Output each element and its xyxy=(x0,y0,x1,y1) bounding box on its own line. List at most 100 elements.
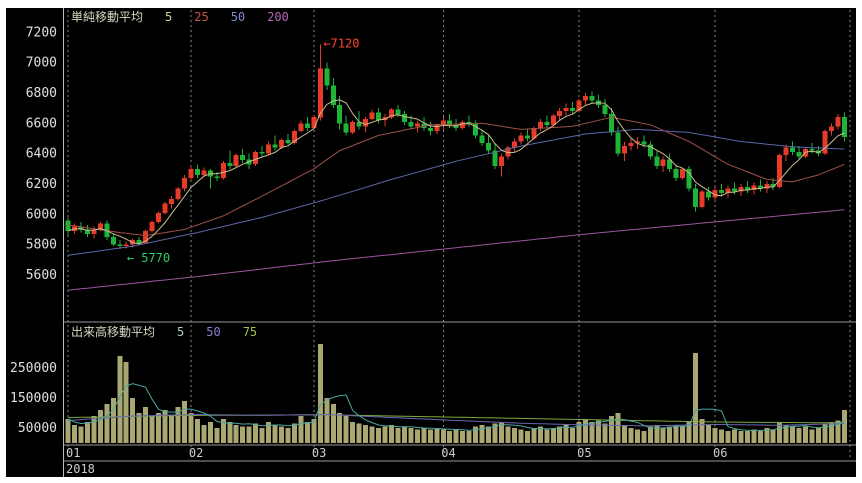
candle-down xyxy=(240,155,246,160)
volume-bar xyxy=(175,407,181,443)
candle-up xyxy=(298,123,304,131)
volume-bar xyxy=(65,419,71,443)
volume-bar xyxy=(279,426,284,443)
candle-up xyxy=(143,231,149,244)
volume-bar xyxy=(253,423,259,443)
volume-bar xyxy=(731,429,737,443)
volume-bar xyxy=(356,423,362,443)
candle-up xyxy=(680,168,686,178)
volume-bar xyxy=(447,431,453,443)
svg-text:250000: 250000 xyxy=(10,361,57,376)
volume-bar xyxy=(143,407,149,443)
candle-down xyxy=(686,168,692,189)
candle-down xyxy=(117,244,123,247)
svg-text:←7120: ←7120 xyxy=(323,36,359,50)
volume-bar xyxy=(609,416,614,443)
volume-bar xyxy=(667,426,673,443)
candle-down xyxy=(570,108,576,112)
grid-lines xyxy=(63,8,856,477)
volume-bar xyxy=(479,425,485,443)
moving-average-lines xyxy=(67,99,845,291)
svg-text:6000: 6000 xyxy=(26,207,57,222)
volume-bar xyxy=(285,428,291,443)
volume-bar xyxy=(589,422,595,443)
candle-down xyxy=(272,144,278,148)
volume-bar xyxy=(97,410,103,443)
volume-bar xyxy=(201,425,207,443)
volume-bar xyxy=(660,428,666,443)
candle-up xyxy=(531,127,537,139)
volume-bar xyxy=(434,428,440,443)
svg-text:6400: 6400 xyxy=(26,147,57,162)
candle-up xyxy=(499,156,504,166)
candle-up xyxy=(266,144,272,154)
volume-bar xyxy=(570,428,576,443)
volume-bar xyxy=(524,431,530,443)
volume-bar xyxy=(453,429,459,443)
volume-bars xyxy=(65,344,847,443)
candle-up xyxy=(634,141,640,143)
volume-bar xyxy=(596,420,601,443)
volume-bar xyxy=(156,413,162,443)
candle-down xyxy=(479,135,485,143)
candle-up xyxy=(175,188,181,200)
volume-bar xyxy=(123,362,129,443)
candle-up xyxy=(279,140,284,148)
ma-period-50: 50 xyxy=(230,10,246,24)
candle-down xyxy=(304,123,310,128)
volume-bar xyxy=(537,426,543,443)
candle-down xyxy=(376,112,382,121)
volume-bar xyxy=(408,428,414,443)
axis-tick-labels: 7200 7000 6800 6600 6400 6200 6000 5800 5600 2500… xyxy=(10,25,727,460)
volume-bar xyxy=(460,431,466,443)
volume-moving-average-legend: 出来高移動平均 5 50 75 xyxy=(71,325,279,339)
candle-down xyxy=(719,190,724,194)
candle-down xyxy=(343,123,349,133)
svg-text:06: 06 xyxy=(713,446,727,460)
svg-text:6800: 6800 xyxy=(26,86,57,101)
candle-up xyxy=(434,124,440,131)
candle-down xyxy=(544,121,550,125)
svg-text:50000: 50000 xyxy=(18,421,57,436)
volume-bar xyxy=(764,428,770,443)
svg-text:04: 04 xyxy=(441,446,455,460)
volume-bar xyxy=(841,410,847,443)
price-moving-average-legend: 単純移動平均 5 25 50 200 xyxy=(71,10,311,24)
volume-bar xyxy=(169,414,174,443)
candle-up xyxy=(518,135,524,142)
volume-bar xyxy=(777,422,783,443)
candle-down xyxy=(524,135,530,139)
candle-up xyxy=(123,244,129,247)
candle-down xyxy=(602,105,608,115)
svg-text:03: 03 xyxy=(312,446,326,460)
candle-down xyxy=(790,147,796,153)
volume-bar xyxy=(401,426,407,443)
candle-down xyxy=(214,176,220,178)
volume-bar xyxy=(790,426,796,443)
candle-up xyxy=(201,170,207,175)
volume-legend-periods: 5 50 75 xyxy=(177,325,279,339)
candle-up xyxy=(233,155,239,166)
candle-up xyxy=(363,118,369,127)
volume-bar xyxy=(757,431,763,443)
ma-period-25: 25 xyxy=(194,10,209,24)
volume-bar xyxy=(505,426,511,443)
candle-down xyxy=(447,120,453,125)
candle-up xyxy=(188,168,194,178)
candle-up xyxy=(583,96,589,101)
candle-down xyxy=(259,152,265,154)
candle-down xyxy=(427,127,433,131)
candle-up xyxy=(712,190,718,198)
candle-down xyxy=(408,121,414,127)
candle-up xyxy=(291,130,297,143)
volume-bar xyxy=(634,429,640,443)
candle-down xyxy=(227,162,233,166)
candle-down xyxy=(110,237,116,245)
volume-bar xyxy=(117,356,123,443)
candle-down xyxy=(356,121,362,127)
volume-bar xyxy=(149,416,155,443)
volume-bar xyxy=(686,422,692,443)
ma-period-5: 5 xyxy=(177,325,185,339)
volume-bar xyxy=(220,419,226,443)
volume-bar xyxy=(91,416,97,443)
